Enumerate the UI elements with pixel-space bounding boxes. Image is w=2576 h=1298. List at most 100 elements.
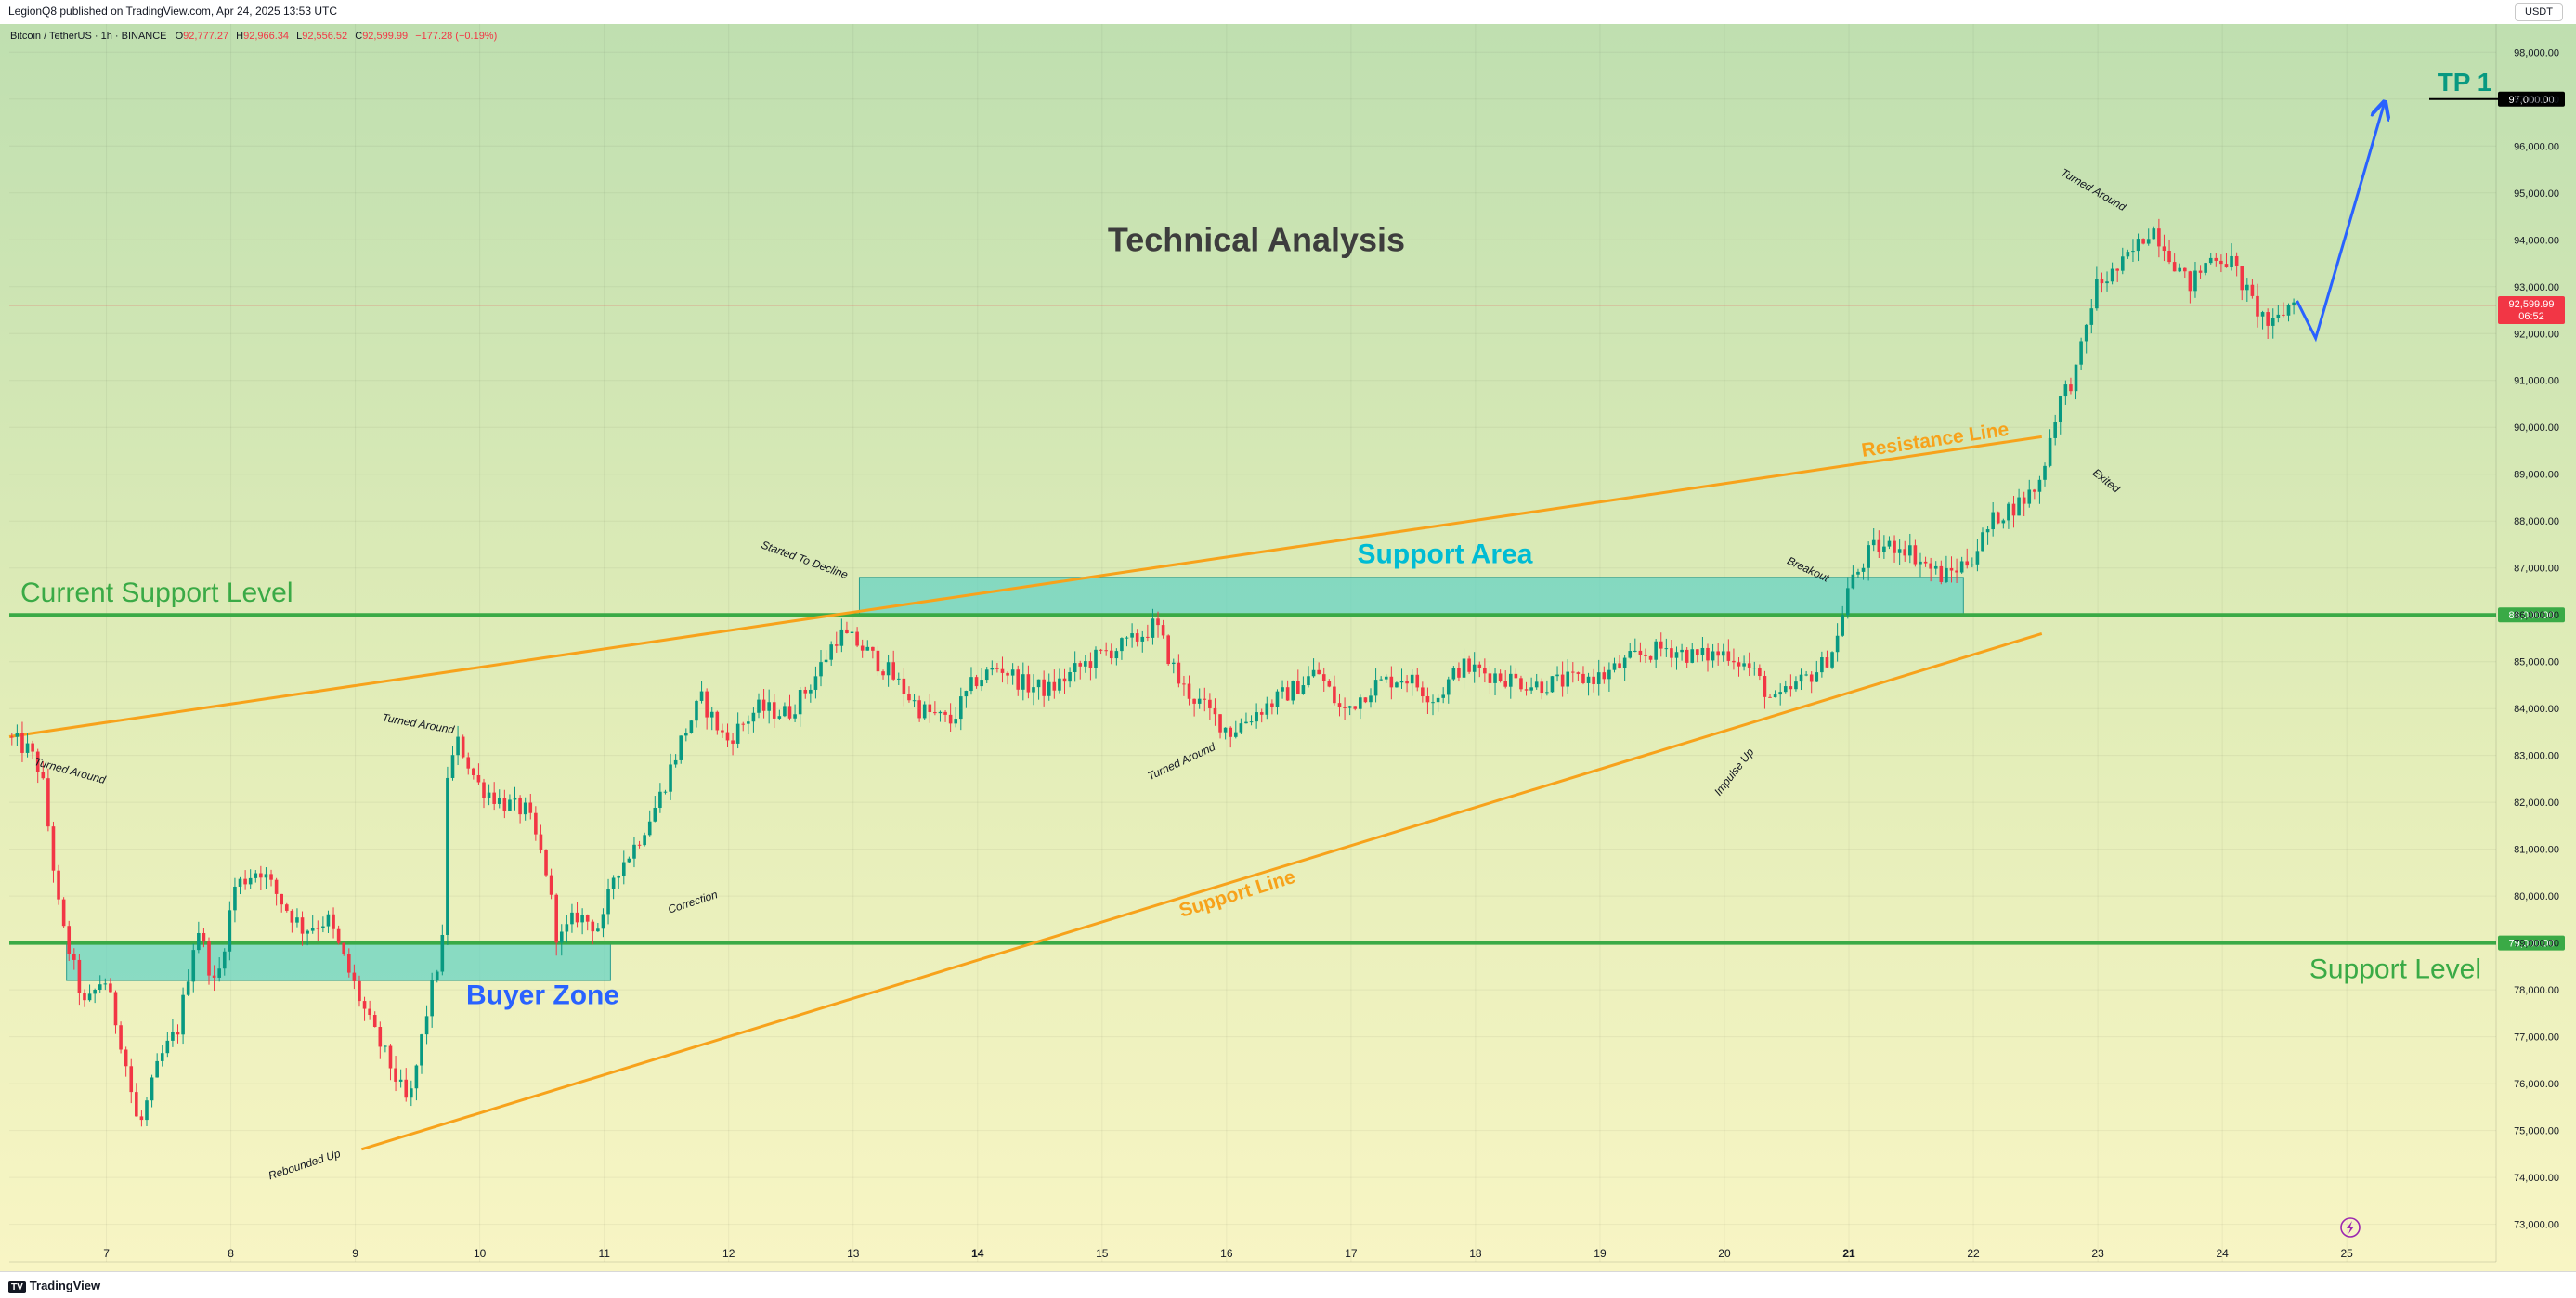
candle-body[interactable]: [803, 690, 808, 694]
candle-body[interactable]: [709, 711, 714, 718]
candle-body[interactable]: [1726, 651, 1731, 661]
candle-body[interactable]: [559, 931, 564, 943]
candle-body[interactable]: [1700, 647, 1705, 655]
candle-body[interactable]: [1908, 545, 1912, 556]
candle-body[interactable]: [1861, 567, 1866, 572]
candle-body[interactable]: [1373, 680, 1378, 696]
candle-body[interactable]: [1239, 723, 1243, 733]
candle-body[interactable]: [1114, 651, 1119, 659]
candle-body[interactable]: [2058, 396, 2062, 422]
candle-body[interactable]: [580, 915, 584, 923]
candle-body[interactable]: [497, 798, 501, 804]
candle-body[interactable]: [2230, 255, 2233, 268]
candle-body[interactable]: [404, 1079, 409, 1098]
candle-body[interactable]: [1555, 674, 1559, 677]
candle-body[interactable]: [1508, 673, 1513, 687]
candle-body[interactable]: [1929, 563, 1932, 569]
candle-body[interactable]: [1307, 676, 1310, 686]
candle-body[interactable]: [1498, 673, 1503, 681]
candle-body[interactable]: [928, 704, 932, 713]
candle-body[interactable]: [907, 694, 911, 701]
candle-body[interactable]: [1446, 679, 1451, 695]
candle-body[interactable]: [876, 650, 880, 672]
candle-body[interactable]: [2292, 302, 2296, 305]
candle-body[interactable]: [1311, 669, 1316, 677]
candle-body[interactable]: [217, 968, 221, 978]
candle-body[interactable]: [1550, 676, 1555, 693]
candle-body[interactable]: [1255, 712, 1258, 722]
candle-body[interactable]: [295, 917, 299, 923]
candle-body[interactable]: [57, 870, 60, 900]
candle-body[interactable]: [1773, 694, 1777, 698]
candle-body[interactable]: [829, 644, 833, 660]
candle-body[interactable]: [596, 928, 600, 932]
candle-body[interactable]: [233, 886, 237, 911]
candle-body[interactable]: [2152, 228, 2156, 240]
currency-button[interactable]: USDT: [2515, 3, 2563, 21]
candle-body[interactable]: [1353, 706, 1358, 709]
candle-body[interactable]: [1016, 669, 1021, 690]
candle-body[interactable]: [1716, 651, 1720, 656]
candle-body[interactable]: [1514, 673, 1518, 679]
candle-body[interactable]: [2167, 251, 2171, 263]
candle-body[interactable]: [20, 733, 24, 753]
candle-body[interactable]: [160, 1053, 164, 1061]
candle-body[interactable]: [606, 889, 610, 915]
candle-body[interactable]: [601, 914, 605, 929]
candle-body[interactable]: [1654, 641, 1658, 660]
candle-body[interactable]: [181, 994, 185, 1035]
candle-body[interactable]: [1493, 673, 1497, 683]
candle-body[interactable]: [1596, 672, 1601, 684]
candle-body[interactable]: [1078, 663, 1083, 667]
candle-body[interactable]: [1758, 668, 1762, 677]
candle-body[interactable]: [845, 629, 849, 633]
candle-body[interactable]: [523, 802, 527, 815]
candle-body[interactable]: [31, 743, 34, 752]
candle-body[interactable]: [1233, 732, 1238, 737]
candle-body[interactable]: [1451, 668, 1456, 680]
candle-body[interactable]: [1321, 674, 1326, 681]
candle-body[interactable]: [2193, 270, 2197, 292]
candle-body[interactable]: [959, 696, 963, 720]
candle-body[interactable]: [135, 1092, 138, 1117]
tradingview-logo[interactable]: TV TradingView: [8, 1279, 100, 1293]
candle-body[interactable]: [974, 677, 979, 687]
candle-body[interactable]: [1389, 676, 1394, 688]
candle-body[interactable]: [2033, 489, 2036, 492]
candle-body[interactable]: [922, 704, 927, 719]
candle-body[interactable]: [1991, 512, 1995, 530]
candle-body[interactable]: [1835, 635, 1840, 653]
candle-body[interactable]: [658, 791, 662, 808]
candle-body[interactable]: [222, 951, 227, 969]
candle-body[interactable]: [1171, 662, 1176, 665]
candle-body[interactable]: [1519, 678, 1523, 690]
candle-body[interactable]: [1882, 546, 1886, 552]
candle-body[interactable]: [1177, 662, 1181, 684]
candle-body[interactable]: [1939, 565, 1944, 582]
candle-body[interactable]: [2095, 279, 2099, 309]
candle-body[interactable]: [2110, 268, 2114, 282]
candle-body[interactable]: [1607, 669, 1611, 680]
candle-body[interactable]: [2100, 279, 2104, 284]
candle-body[interactable]: [1088, 661, 1093, 668]
candle-body[interactable]: [2120, 256, 2125, 271]
candle-body[interactable]: [528, 802, 533, 813]
candle-body[interactable]: [715, 711, 720, 731]
candle-body[interactable]: [1359, 697, 1362, 709]
candle-body[interactable]: [1410, 674, 1414, 684]
candle-body[interactable]: [1062, 678, 1067, 682]
candle-body[interactable]: [721, 730, 724, 733]
candle-body[interactable]: [2188, 271, 2192, 292]
candle-body[interactable]: [9, 736, 14, 738]
candle-body[interactable]: [2053, 422, 2057, 438]
candle-body[interactable]: [72, 954, 76, 960]
candle-body[interactable]: [145, 1100, 149, 1121]
candle-body[interactable]: [1690, 649, 1695, 663]
candle-body[interactable]: [1670, 648, 1673, 658]
candle-body[interactable]: [1036, 679, 1041, 688]
candle-body[interactable]: [1659, 641, 1663, 649]
candle-body[interactable]: [1327, 681, 1332, 687]
candle-body[interactable]: [254, 873, 258, 878]
candle-body[interactable]: [1363, 697, 1368, 703]
candle-body[interactable]: [2224, 264, 2229, 268]
